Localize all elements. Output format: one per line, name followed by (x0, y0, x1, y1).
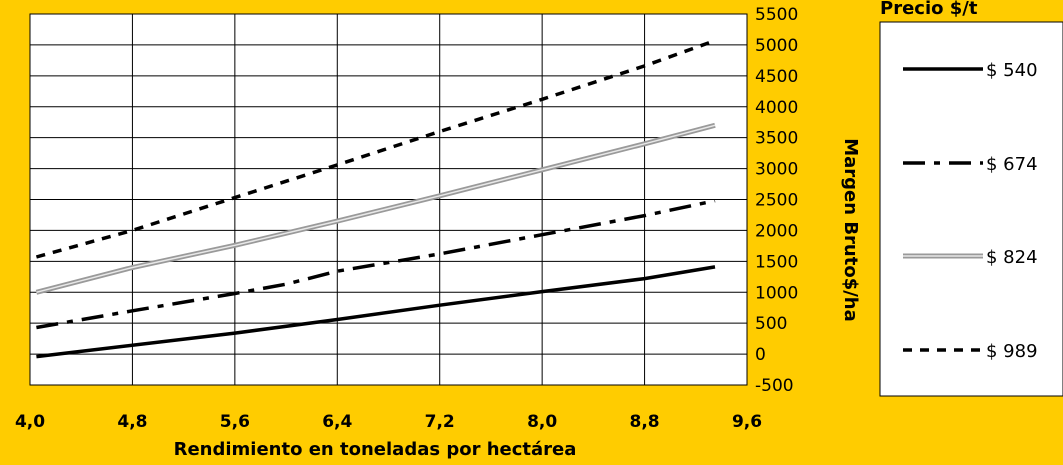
series-line-2 (36, 198, 716, 330)
legend: $ 540 $ 674 $ 824 $ 989 (903, 60, 1038, 362)
y-tick-label: -500 (755, 376, 794, 396)
series-line-1 (36, 265, 716, 359)
y-tick-label: 500 (755, 314, 787, 334)
legend-label-1: $ 540 (986, 60, 1038, 81)
series-lines (35, 38, 716, 359)
series-line-3 (35, 122, 716, 295)
x-tick-label: 7,2 (425, 412, 455, 432)
y-tick-label: 1500 (755, 252, 798, 272)
y-tick-labels: 5500500045004000350030002500200015001000… (755, 5, 798, 396)
x-tick-label: 8,0 (527, 412, 557, 432)
y-tick-label: 5000 (755, 36, 798, 56)
legend-label-4: $ 989 (986, 341, 1038, 362)
series-line-4 (35, 38, 716, 259)
x-tick-label: 9,6 (732, 412, 762, 432)
y-tick-label: 4500 (755, 67, 798, 87)
x-tick-label: 4,0 (15, 412, 45, 432)
x-tick-label: 8,8 (630, 412, 660, 432)
y-tick-label: 3500 (755, 129, 798, 149)
y-tick-label: 3000 (755, 160, 798, 180)
y-axis-title: Margen Bruto$/ha (840, 138, 861, 322)
y-tick-label: 4000 (755, 98, 798, 118)
y-tick-label: 0 (755, 345, 766, 365)
x-tick-label: 6,4 (322, 412, 352, 432)
y-tick-label: 2000 (755, 221, 798, 241)
legend-label-3: $ 824 (986, 247, 1038, 268)
y-tick-label: 1000 (755, 283, 798, 303)
x-tick-label: 5,6 (220, 412, 250, 432)
y-tick-label: 5500 (755, 5, 798, 25)
legend-title: Precio $/t (880, 0, 978, 19)
legend-box (879, 21, 1063, 397)
y-tick-label: 2500 (755, 191, 798, 211)
x-tick-label: 4,8 (117, 412, 147, 432)
x-tick-labels: 4,0 4,8 5,6 6,4 7,2 8,0 8,8 9,6 (15, 412, 762, 432)
legend-label-2: $ 674 (986, 154, 1038, 175)
x-axis-title: Rendimiento en toneladas por hectárea (174, 439, 577, 460)
